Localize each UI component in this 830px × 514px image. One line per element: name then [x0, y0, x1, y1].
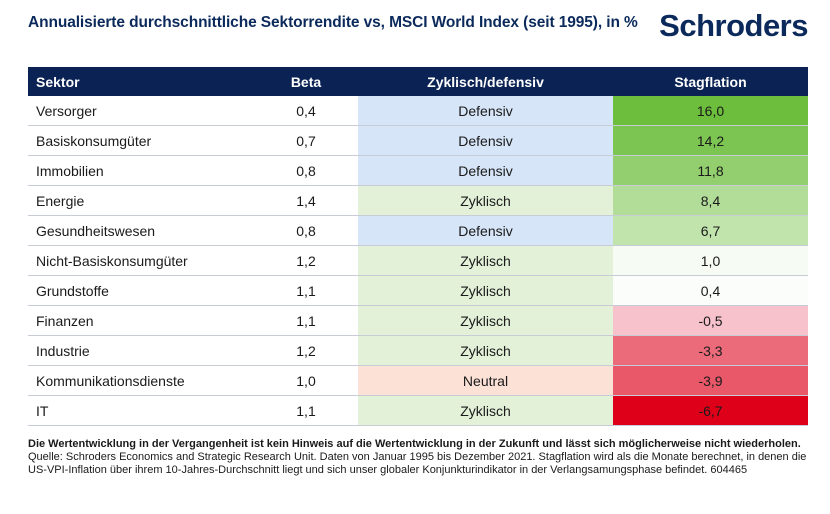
type-cell: Zyklisch: [358, 335, 613, 366]
stagflation-cell: 11,8: [613, 155, 808, 186]
schroders-logo: Schroders: [659, 8, 808, 43]
beta-cell: 1,1: [254, 275, 358, 306]
sector-cell: Basiskonsumgüter: [28, 125, 254, 156]
table-row: Versorger 0,4 Defensiv 16,0: [28, 96, 808, 126]
sector-cell: Grundstoffe: [28, 275, 254, 306]
table-row: Finanzen 1,1 Zyklisch -0,5: [28, 305, 808, 336]
type-cell: Defensiv: [358, 155, 613, 186]
type-cell: Neutral: [358, 365, 613, 396]
type-cell: Zyklisch: [358, 185, 613, 216]
beta-cell: 0,4: [254, 96, 358, 126]
stagflation-cell: -3,9: [613, 365, 808, 396]
type-cell: Defensiv: [358, 96, 613, 126]
beta-cell: 1,1: [254, 395, 358, 426]
column-header: Zyklisch/defensiv: [358, 67, 613, 96]
stagflation-cell: -3,3: [613, 335, 808, 366]
table-row: Kommunikationsdienste 1,0 Neutral -3,9: [28, 365, 808, 396]
type-cell: Zyklisch: [358, 305, 613, 336]
table-row: Basiskonsumgüter 0,7 Defensiv 14,2: [28, 125, 808, 156]
disclaimer-text: Die Wertentwicklung in der Vergangenheit…: [28, 438, 801, 450]
sector-table: Sektor Beta Zyklisch/defensiv Stagflatio…: [28, 67, 808, 426]
type-cell: Zyklisch: [358, 245, 613, 276]
sector-cell: Gesundheitswesen: [28, 215, 254, 246]
sector-cell: Nicht-Basiskonsumgüter: [28, 245, 254, 276]
stagflation-cell: 8,4: [613, 185, 808, 216]
beta-cell: 1,4: [254, 185, 358, 216]
column-header: Beta: [254, 67, 358, 96]
stagflation-cell: 0,4: [613, 275, 808, 306]
table-row: Energie 1,4 Zyklisch 8,4: [28, 185, 808, 216]
sector-cell: Industrie: [28, 335, 254, 366]
sector-cell: IT: [28, 395, 254, 426]
beta-cell: 1,2: [254, 335, 358, 366]
table-row: Grundstoffe 1,1 Zyklisch 0,4: [28, 275, 808, 306]
table-row: Nicht-Basiskonsumgüter 1,2 Zyklisch 1,0: [28, 245, 808, 276]
column-header: Stagflation: [613, 67, 808, 96]
type-cell: Zyklisch: [358, 395, 613, 426]
table-row: IT 1,1 Zyklisch -6,7: [28, 395, 808, 426]
stagflation-cell: -0,5: [613, 305, 808, 336]
page-title: Annualisierte durchschnittliche Sektorre…: [28, 14, 638, 31]
sector-cell: Kommunikationsdienste: [28, 365, 254, 396]
type-cell: Defensiv: [358, 215, 613, 246]
sector-cell: Energie: [28, 185, 254, 216]
table-row: Industrie 1,2 Zyklisch -3,3: [28, 335, 808, 366]
beta-cell: 1,1: [254, 305, 358, 336]
beta-cell: 0,8: [254, 155, 358, 186]
type-cell: Zyklisch: [358, 275, 613, 306]
column-header: Sektor: [28, 67, 254, 96]
table-row: Gesundheitswesen 0,8 Defensiv 6,7: [28, 215, 808, 246]
sector-cell: Immobilien: [28, 155, 254, 186]
stagflation-cell: 1,0: [613, 245, 808, 276]
stagflation-cell: -6,7: [613, 395, 808, 426]
table-row: Immobilien 0,8 Defensiv 11,8: [28, 155, 808, 186]
table-header-row: Sektor Beta Zyklisch/defensiv Stagflatio…: [28, 67, 808, 96]
source-text: Quelle: Schroders Economics and Strategi…: [28, 451, 807, 476]
type-cell: Defensiv: [358, 125, 613, 156]
sector-cell: Versorger: [28, 96, 254, 126]
beta-cell: 0,8: [254, 215, 358, 246]
stagflation-cell: 14,2: [613, 125, 808, 156]
beta-cell: 1,0: [254, 365, 358, 396]
sector-cell: Finanzen: [28, 305, 254, 336]
beta-cell: 1,2: [254, 245, 358, 276]
table-body: Versorger 0,4 Defensiv 16,0 Basiskonsumgüter…: [28, 96, 808, 426]
footnote: Die Wertentwicklung in der Vergangenheit…: [28, 438, 818, 477]
stagflation-cell: 16,0: [613, 96, 808, 126]
beta-cell: 0,7: [254, 125, 358, 156]
stagflation-cell: 6,7: [613, 215, 808, 246]
